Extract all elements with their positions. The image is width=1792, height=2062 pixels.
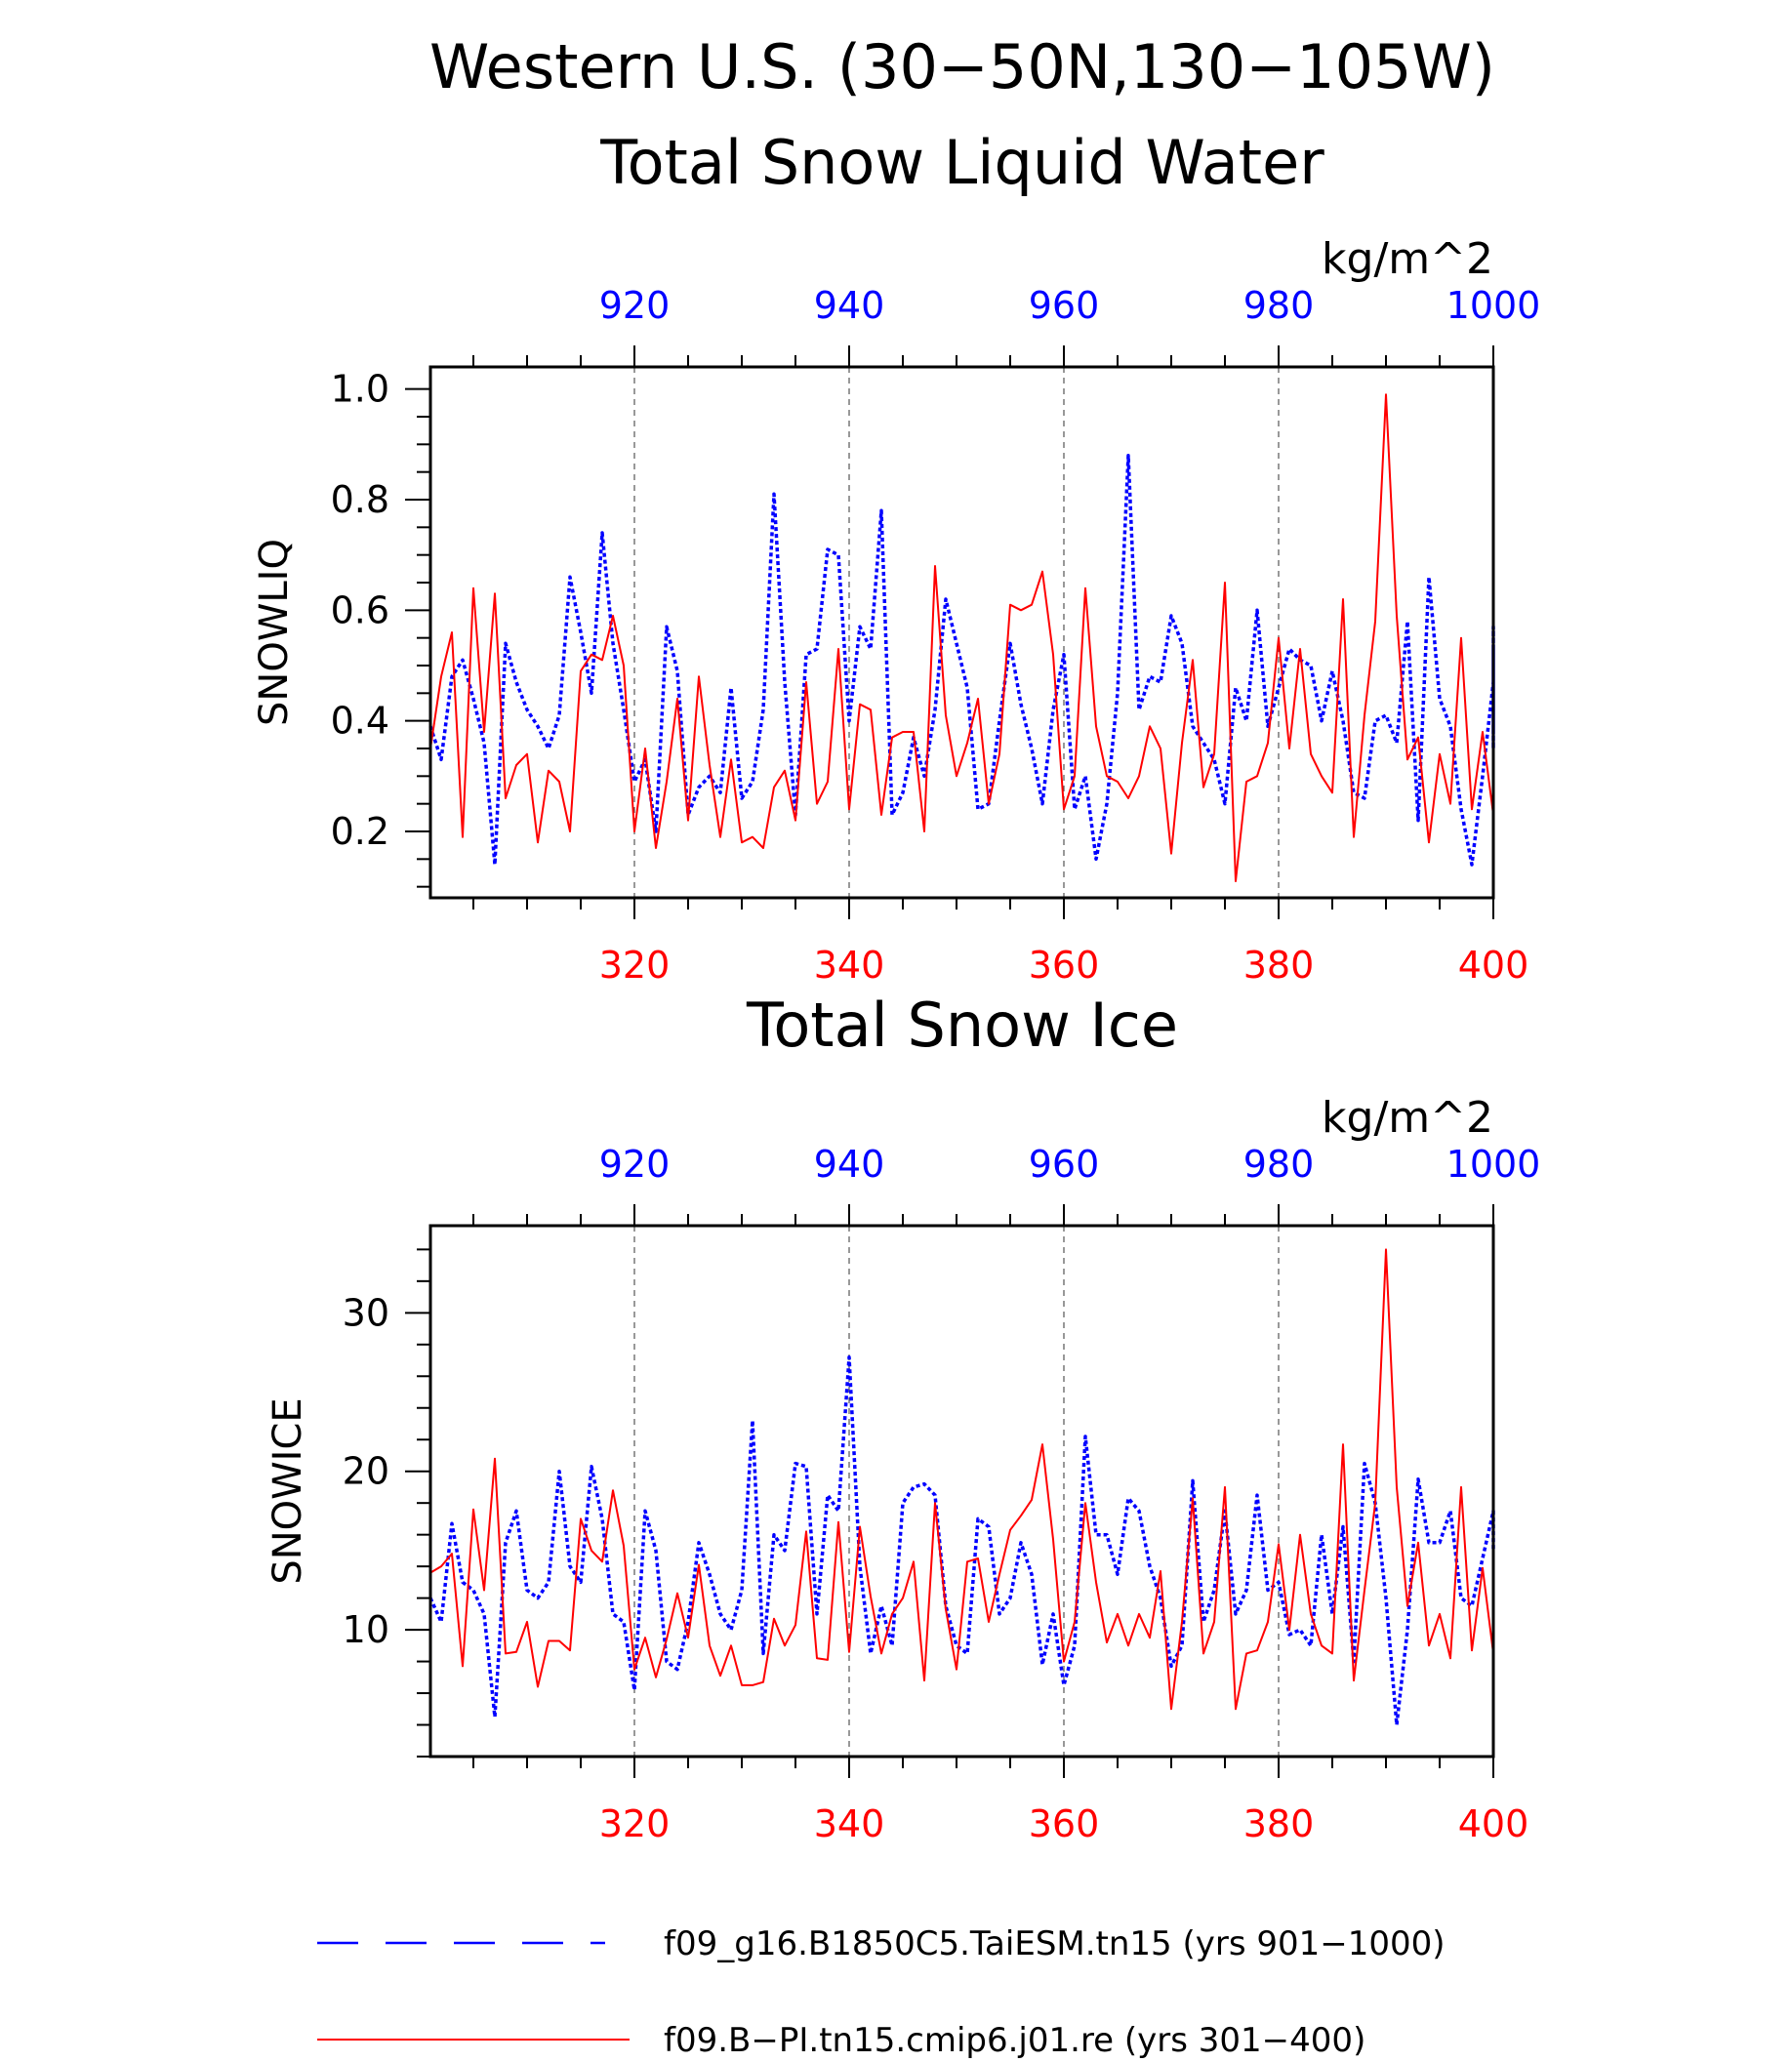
panel0-ytick-label: 0.6 xyxy=(331,588,389,631)
panel0-units-label: kg/m^2 xyxy=(1322,234,1493,284)
panel0-series-cmip6 xyxy=(429,393,1494,882)
panel0-title: Total Snow Liquid Water xyxy=(599,127,1324,198)
panel1-units-label: kg/m^2 xyxy=(1322,1093,1493,1143)
panel1-series-cmip6 xyxy=(429,1248,1494,1711)
panel0-xtick-label-bottom: 380 xyxy=(1243,944,1315,987)
panel1-xtick-label-bottom: 400 xyxy=(1458,1802,1529,1845)
panel0-xtick-label-top: 940 xyxy=(814,284,885,327)
panel0-xtick-label-top: 1000 xyxy=(1446,284,1541,327)
panel1-xtick-label-top: 940 xyxy=(814,1143,885,1186)
legend-label-cmip6: f09.B−PI.tn15.cmip6.j01.re (yrs 301−400) xyxy=(664,2021,1365,2060)
panel0-xtick-label-bottom: 320 xyxy=(599,944,671,987)
panel1-xtick-label-bottom: 360 xyxy=(1029,1802,1100,1845)
panel0-ytick-label: 0.4 xyxy=(331,700,389,743)
panel1-xtick-label-top: 980 xyxy=(1243,1143,1315,1186)
panel1-xtick-label-bottom: 340 xyxy=(814,1802,885,1845)
panel1-xtick-label-bottom: 320 xyxy=(599,1802,671,1845)
panel1-series-taiesm xyxy=(428,1355,1495,1727)
panel0-ylabel: SNOWLIQ xyxy=(252,539,297,726)
snowice-panel: Total Snow Ice 320 340 360 380 400 920 940 960 98… xyxy=(265,990,1540,1845)
panel0-xtick-label-top: 980 xyxy=(1243,284,1315,327)
panel0-ytick-label: 0.8 xyxy=(331,478,389,521)
panel0-xtick-label-top: 920 xyxy=(599,284,671,327)
panel0-plot-frame xyxy=(428,365,1495,900)
panel1-title: Total Snow Ice xyxy=(746,990,1178,1061)
panel1-plot-frame xyxy=(428,1224,1495,1759)
legend-label-taiesm: f09_g16.B1850C5.TaiESM.tn15 (yrs 901−100… xyxy=(664,1924,1446,1963)
panel1-ytick-label: 20 xyxy=(343,1450,389,1493)
panel1-xtick-label-top: 920 xyxy=(599,1143,671,1186)
panel0-xtick-label-bottom: 360 xyxy=(1029,944,1100,987)
panel0-xtick-label-bottom: 400 xyxy=(1458,944,1529,987)
panel0-xtick-label-top: 960 xyxy=(1029,284,1100,327)
panel0-ytick-label: 0.2 xyxy=(331,810,389,853)
panel1-xtick-label-bottom: 380 xyxy=(1243,1802,1315,1845)
legend-entry-taiesm: f09_g16.B1850C5.TaiESM.tn15 (yrs 901−100… xyxy=(317,1924,1446,1963)
panel0-series-taiesm xyxy=(428,453,1495,867)
figure-title-line1: Western U.S. (30−50N,130−105W) xyxy=(429,31,1495,102)
snowliq-panel: Total Snow Liquid Water 320 340 360 380 400 92… xyxy=(252,127,1540,987)
panel1-xtick-label-top: 1000 xyxy=(1446,1143,1541,1186)
panel1-xtick-label-top: 960 xyxy=(1029,1143,1100,1186)
panel1-ytick-label: 10 xyxy=(343,1608,389,1651)
panel1-ylabel: SNOWICE xyxy=(265,1397,310,1584)
legend: f09_g16.B1850C5.TaiESM.tn15 (yrs 901−100… xyxy=(317,1924,1446,2060)
panel0-ytick-label: 1.0 xyxy=(331,368,389,411)
panel0-xtick-label-bottom: 340 xyxy=(814,944,885,987)
legend-entry-cmip6: f09.B−PI.tn15.cmip6.j01.re (yrs 301−400) xyxy=(317,2021,1365,2060)
panel1-ytick-label: 30 xyxy=(343,1291,389,1334)
